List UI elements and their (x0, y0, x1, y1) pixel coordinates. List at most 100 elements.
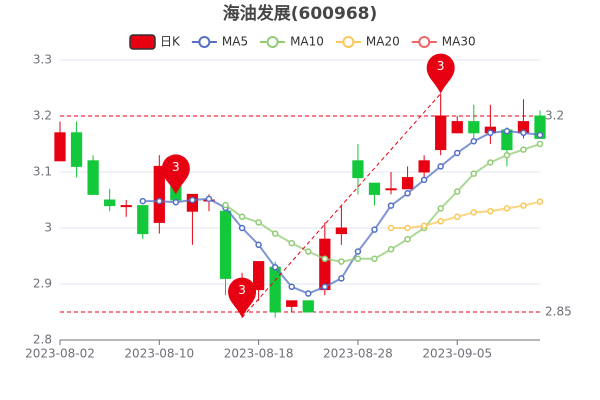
ma-point (520, 129, 527, 137)
ma-point (288, 239, 295, 247)
x-tick-label: 2023-09-05 (422, 347, 492, 361)
marker-label: 3 (172, 160, 180, 174)
ma-point (487, 129, 494, 137)
ma-point (437, 163, 444, 170)
legend-icon (198, 36, 211, 48)
candle-body (435, 115, 447, 151)
ma-point (503, 205, 511, 212)
ma-point (470, 209, 478, 216)
y-tick-label: 3.2 (33, 109, 52, 123)
y-tick-label: 3.1 (33, 165, 52, 179)
ma-point (305, 248, 312, 255)
ma-point (420, 222, 428, 230)
ma-point (354, 248, 362, 255)
ma-point (453, 213, 461, 221)
candle-body (368, 182, 381, 195)
ma-point (470, 137, 478, 145)
ma-point (371, 226, 378, 233)
legend-label: MA20 (366, 35, 400, 49)
ma-point (404, 224, 411, 232)
marker-pin (426, 53, 455, 94)
ma-point (238, 224, 246, 232)
ma-point (487, 207, 494, 215)
legend-label: MA5 (222, 35, 248, 49)
candle-body (352, 160, 364, 179)
candle-body (319, 238, 331, 291)
ma-point (487, 159, 494, 166)
legend-icon (418, 36, 431, 48)
legend-icon (129, 34, 156, 50)
y-tick-label: 3 (44, 221, 52, 235)
marker-label: 3 (238, 283, 246, 297)
ma-point (321, 255, 329, 263)
candle-body (70, 132, 83, 167)
candle-body (120, 205, 132, 208)
ma-point (238, 213, 246, 221)
ma-point (172, 198, 180, 206)
ma-point (255, 219, 262, 226)
ma-point (321, 283, 329, 291)
marker-label: 3 (437, 59, 445, 73)
ma-point (520, 146, 527, 153)
ma-point (189, 196, 196, 204)
candle-body (137, 205, 149, 235)
candle-body (219, 210, 232, 279)
ma-point (222, 201, 229, 209)
ma-point (536, 140, 544, 148)
mark-line-label: 3.2 (545, 109, 564, 123)
ma-point (387, 224, 395, 232)
x-tick-label: 2023-08-10 (124, 347, 194, 361)
candle-body (54, 132, 66, 162)
mark-line-label: 2.85 (545, 305, 572, 319)
legend-label: MA30 (442, 35, 476, 49)
ma-point (503, 151, 511, 159)
ma-point (288, 283, 295, 291)
x-tick-label: 2023-08-18 (224, 347, 294, 361)
y-tick-label: 2.9 (33, 277, 52, 291)
ma-point (536, 198, 544, 205)
legend-label: 日K (160, 35, 181, 49)
candle-body (252, 261, 265, 291)
ma-point (437, 205, 444, 212)
ma-point (387, 202, 395, 209)
candle-body (87, 160, 99, 195)
x-tick-label: 2023-08-28 (323, 347, 393, 361)
ma-line (391, 200, 541, 229)
ma-point (139, 197, 147, 205)
legend: 日K MA5 MA10 MA20 MA30 (129, 34, 476, 50)
ma-point (354, 255, 362, 263)
ma-point (536, 131, 544, 139)
legend-icon (266, 36, 279, 48)
ma-point (404, 190, 411, 197)
ma-point (338, 275, 345, 282)
ma-point (453, 188, 461, 195)
legend-label: MA10 (290, 35, 324, 49)
ma-point (255, 241, 262, 249)
candle-body (269, 266, 281, 313)
ma-point (305, 290, 312, 297)
ma-point (271, 263, 279, 271)
candle-body (418, 160, 430, 173)
ma-point (156, 197, 163, 205)
trend-line (241, 93, 442, 318)
ma-point (470, 170, 478, 177)
candle-body (468, 121, 480, 134)
ma-point (404, 235, 411, 243)
candle-body (534, 115, 546, 139)
candle-body (104, 199, 116, 207)
ma-point (205, 195, 213, 203)
ma-point (420, 176, 428, 184)
candle-body (335, 227, 348, 235)
candle-body (286, 300, 298, 307)
legend-icon (342, 36, 355, 48)
ma-point (453, 149, 461, 157)
candle-body (451, 121, 463, 134)
ma-point (520, 202, 527, 209)
ma-point (338, 258, 345, 265)
x-tick-label: 2023-08-02 (25, 347, 95, 361)
candle-body (153, 165, 165, 223)
ma-point (387, 246, 395, 253)
candle-body (401, 177, 414, 190)
y-tick-label: 3.3 (33, 53, 52, 67)
